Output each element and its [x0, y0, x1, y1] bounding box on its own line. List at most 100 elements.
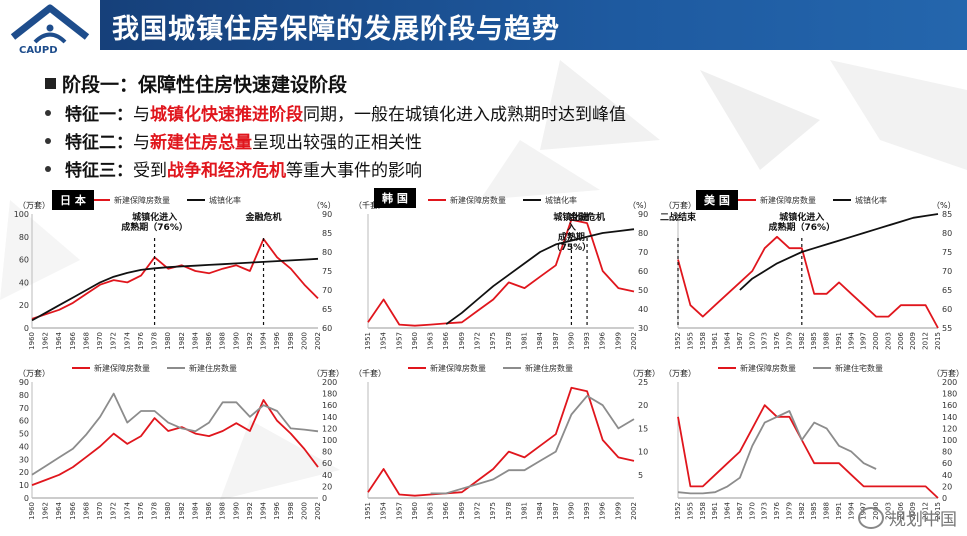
right-unit-label: （万套） [932, 368, 964, 378]
x-tick-label: 1958 [699, 502, 707, 520]
x-tick-label: 1964 [55, 501, 63, 519]
right-unit-label: （%） [932, 201, 956, 210]
y2-tick-label: 180 [322, 390, 337, 399]
y2-tick-label: 70 [638, 248, 648, 257]
x-tick-label: 1972 [110, 502, 118, 520]
x-tick-label: 1991 [835, 502, 843, 520]
logo-text: CAUPD [19, 45, 58, 56]
chart-svg: （万套） （万套） 0 20 40 60 80 100 120 140 160 180 200 1952 1… [664, 363, 964, 520]
x-tick-label: 1984 [536, 331, 544, 349]
y2-tick-label: 160 [322, 401, 337, 410]
y2-tick-label: 10 [638, 448, 648, 457]
x-tick-label: 1976 [773, 501, 781, 519]
x-tick-label: 1996 [273, 501, 281, 519]
x-tick-label: 1991 [835, 332, 843, 350]
x-tick-label: 1957 [395, 502, 403, 520]
x-tick-label: 1966 [69, 331, 77, 349]
left-unit-label: （万套） [18, 200, 50, 210]
x-tick-label: 1994 [847, 501, 855, 519]
chart-kr-bottom: （千套） （万套） 5 10 15 20 25 1951 1954 1957 1960 1963 196… [354, 360, 662, 532]
x-tick-label: 1976 [137, 331, 145, 349]
y2-tick-label: 70 [322, 286, 332, 295]
y2-tick-label: 180 [942, 390, 957, 399]
x-tick-label: 1992 [246, 332, 254, 350]
y2-tick-label: 140 [322, 413, 337, 422]
x-tick-label: 1970 [96, 502, 104, 520]
x-tick-label: 2009 [909, 502, 917, 520]
feature-text: 等重大事件的影响 [286, 161, 422, 181]
x-tick-label: 1966 [69, 501, 77, 519]
series-line-2 [445, 228, 635, 325]
legend-label: 新建保障房数量 [94, 363, 150, 373]
right-unit-label: （万套） [628, 368, 660, 378]
series-line-1 [677, 235, 939, 329]
x-tick-label: 1973 [761, 332, 769, 350]
series-line-2 [31, 392, 319, 476]
right-unit-label: （%） [628, 201, 652, 210]
x-tick-label: 1951 [364, 502, 372, 520]
x-tick-label: 2012 [922, 332, 930, 350]
x-tick-label: 1997 [860, 332, 868, 350]
x-tick-label: 2006 [897, 331, 905, 349]
y2-tick-label: 80 [942, 229, 952, 238]
feature-highlight: 新建住房总量 [150, 133, 252, 153]
x-tick-label: 1982 [798, 332, 806, 350]
legend-label: 新建保障房数量 [430, 363, 486, 373]
y2-tick-label: 85 [322, 229, 332, 238]
annotation-label: 入 [566, 222, 576, 233]
x-tick-label: 1987 [552, 332, 560, 350]
x-tick-label: 1954 [380, 331, 388, 349]
y2-tick-label: 90 [638, 210, 648, 219]
x-tick-label: 1964 [724, 501, 732, 519]
y2-tick-label: 60 [638, 267, 648, 276]
x-tick-label: 1984 [191, 501, 199, 519]
bullet-section: 阶段一：保障性住房快速建设阶段 特征一：与城镇化快速推进阶段 同期，一般在城镇化进… [45, 70, 626, 181]
x-tick-label: 1961 [711, 332, 719, 350]
x-tick-label: 1981 [520, 332, 528, 350]
chart-us-bottom: （万套） （万套） 0 20 40 60 80 100 120 140 160 180 200 1952 1… [664, 360, 964, 532]
series-line-1 [367, 386, 635, 497]
x-tick-label: 2015 [934, 332, 942, 350]
x-tick-label: 2000 [300, 502, 308, 520]
y2-tick-label: 5 [638, 471, 643, 480]
x-tick-label: 1978 [505, 332, 513, 350]
annotation-label: 金融危机 [568, 211, 605, 223]
x-tick-label: 1985 [810, 332, 818, 350]
x-tick-label: 1952 [674, 332, 682, 350]
feature-3: 特征三： 受到 战争和经济危机 等重大事件的影响 [45, 156, 626, 181]
chart-kr-top: （千套） （%） 30 40 50 60 70 80 90 1951 1954 1957 1960 196… [354, 188, 662, 350]
chart-svg: （万套） （%） 55 60 65 70 75 80 85 1952 1955 1958 1961 196… [660, 195, 956, 350]
y2-tick-label: 100 [942, 436, 957, 445]
feature-text: 与 [133, 133, 150, 153]
annotation-label: 成熟期（76%） [121, 221, 188, 233]
x-tick-label: 1980 [164, 502, 172, 520]
x-tick-label: 1999 [614, 502, 622, 520]
annotation-label: （75%） [552, 242, 592, 253]
y2-tick-label: 140 [942, 413, 957, 422]
left-unit-label: （千套） [354, 200, 386, 210]
y2-tick-label: 160 [942, 401, 957, 410]
y2-tick-label: 40 [638, 305, 648, 314]
x-tick-label: 1967 [736, 332, 744, 350]
x-tick-label: 1996 [273, 331, 281, 349]
x-tick-label: 1968 [82, 502, 90, 520]
right-unit-label: （万套） [312, 368, 344, 378]
x-tick-label: 1960 [411, 502, 419, 520]
y2-tick-label: 120 [942, 424, 957, 433]
x-tick-label: 1963 [427, 502, 435, 520]
y-tick-label: 90 [19, 378, 29, 387]
x-tick-label: 1982 [178, 332, 186, 350]
x-tick-label: 2012 [922, 502, 930, 520]
annotation-label: 城镇化进入 [132, 211, 177, 223]
x-tick-label: 1978 [151, 332, 159, 350]
feature-2: 特征二：与新建住房总量 呈现出较强的正相关性 [45, 128, 626, 153]
x-tick-label: 1994 [260, 501, 268, 519]
y2-tick-label: 80 [942, 448, 952, 457]
y-tick-label: 100 [14, 210, 29, 219]
bullet-dot-icon [45, 109, 51, 116]
bullet-dot-icon [45, 165, 51, 172]
feature-text: 同期，一般在城镇化进入成熟期时达到峰值 [303, 105, 626, 125]
x-tick-label: 1972 [474, 332, 482, 350]
feature-lead: 特征一： [65, 105, 133, 125]
